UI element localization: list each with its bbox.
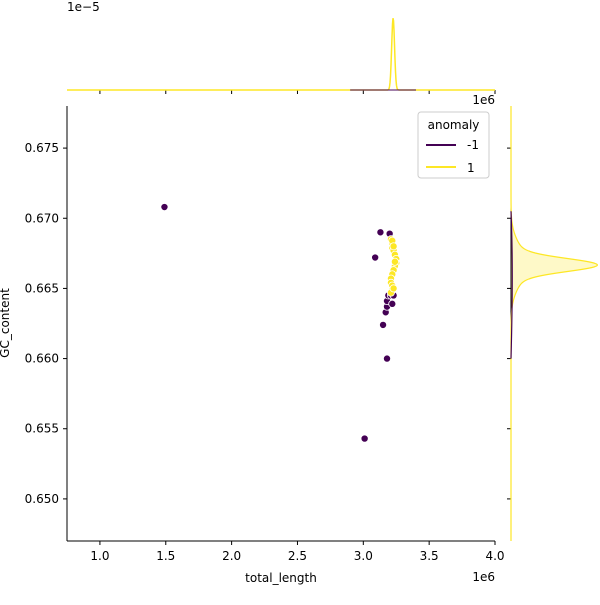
y-tick-label: 0.670: [25, 211, 59, 225]
point-anomaly-pos1: [390, 257, 399, 266]
point-anomaly-pos1: [389, 284, 398, 293]
legend-label-neg1: -1: [467, 138, 479, 152]
y-tick-label: 0.675: [25, 141, 59, 155]
x-tick-label: 1.5: [156, 549, 175, 563]
y-axis-ticks: 0.650 0.655 0.660 0.665 0.670 0.675: [25, 141, 67, 506]
top-marginal-panel: 1e−5 1e6: [67, 0, 496, 107]
right-marginal-kde-fill: [511, 106, 598, 541]
point-anomaly-neg1: [160, 203, 169, 212]
top-marginal-right-offset-label: 1e6: [472, 93, 495, 107]
x-axis-offset-label: 1e6: [472, 570, 495, 584]
point-anomaly-neg1: [371, 253, 380, 262]
x-axis-ticks: 1.0 1.5 2.0 2.5 3.0 3.5 4.0: [90, 541, 505, 563]
y-tick-label: 0.650: [25, 492, 59, 506]
y-axis-label: GC_content: [0, 288, 12, 358]
x-axis-label: total_length: [245, 571, 317, 585]
top-marginal-kde-curve: [67, 18, 495, 91]
point-anomaly-pos1: [389, 242, 398, 251]
point-anomaly-neg1: [360, 434, 369, 443]
right-marginal-ticks: [507, 147, 511, 500]
x-tick-label: 1.0: [90, 549, 109, 563]
x-tick-label: 2.0: [222, 549, 241, 563]
main-axes: 1.0 1.5 2.0 2.5 3.0 3.5 4.0 0.6500.6550.6600.6…: [0, 106, 505, 585]
y-tick-label: 0.660: [25, 352, 59, 366]
x-tick-label: 3.5: [420, 549, 439, 563]
legend-label-pos1: 1: [467, 161, 475, 175]
right-marginal-kde-curve: [510, 106, 599, 541]
x-tick-label: 2.5: [288, 549, 307, 563]
right-marginal-kde-purple: [510, 211, 513, 359]
x-tick-label: 3.0: [354, 549, 373, 563]
point-anomaly-neg1: [376, 228, 385, 237]
legend: anomaly -1 1: [417, 111, 490, 179]
y-tick-label: 0.665: [25, 281, 59, 295]
right-marginal-panel: [507, 106, 599, 541]
legend-title: anomaly: [428, 118, 480, 132]
y-tick-label: 0.655: [25, 422, 59, 436]
top-marginal-offset-label: 1e−5: [67, 0, 100, 14]
scatter-points: [160, 203, 401, 443]
point-anomaly-neg1: [379, 320, 388, 329]
x-tick-label: 4.0: [485, 549, 504, 563]
point-anomaly-neg1: [383, 354, 392, 363]
point-anomaly-neg1: [388, 299, 397, 308]
